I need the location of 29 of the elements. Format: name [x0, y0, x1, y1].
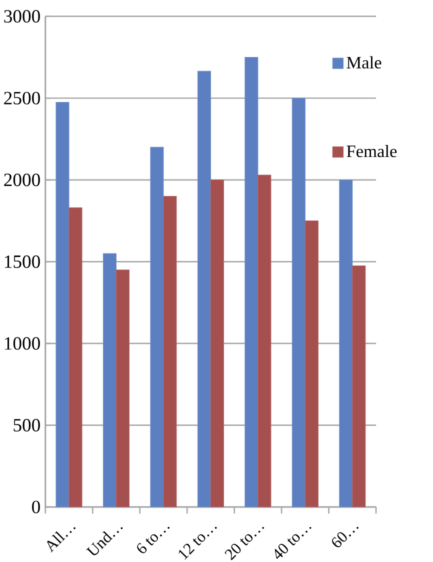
x-tick-label: 12 to…	[178, 526, 217, 560]
y-tick-label: 0	[32, 500, 40, 514]
bar	[116, 270, 130, 508]
bar	[197, 70, 211, 508]
bar	[150, 146, 164, 508]
y-tick-label: 2000	[4, 174, 40, 186]
y-tick-label: 3000	[4, 10, 40, 23]
bar	[68, 207, 82, 508]
x-tick-label: All…	[47, 527, 76, 553]
x-tick-label: 6 to…	[137, 526, 170, 554]
bar	[102, 253, 116, 508]
bar	[292, 98, 306, 508]
y-tick-label: 1500	[4, 255, 40, 268]
bar	[339, 180, 353, 508]
bar	[56, 102, 70, 508]
y-tick-label: 500	[14, 418, 40, 432]
bar	[352, 265, 366, 508]
y-tick-label: 2500	[4, 92, 40, 104]
bar	[163, 196, 177, 508]
bar	[244, 56, 258, 508]
y-tick-label: 1000	[4, 337, 40, 350]
bar	[304, 220, 318, 508]
x-tick-label: 20 to…	[224, 526, 264, 560]
legend-label: Female	[346, 144, 397, 158]
x-tick-label: 40 to…	[274, 526, 312, 559]
bar	[210, 180, 224, 508]
bar	[258, 174, 272, 508]
x-tick-label: 60…	[332, 526, 359, 548]
legend-label: Male	[346, 56, 382, 68]
